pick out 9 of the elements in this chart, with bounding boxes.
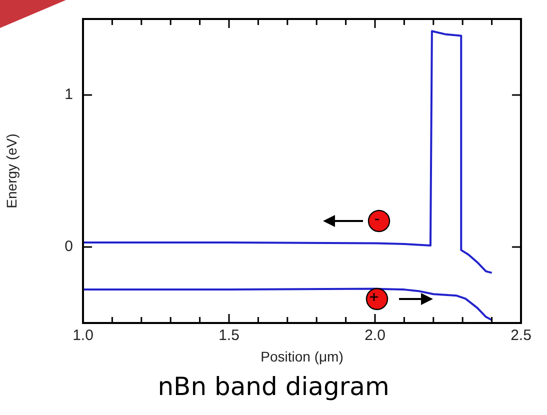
x-tick-label: 2.5 [510, 327, 532, 344]
y-axis-title: Energy (eV) [3, 134, 20, 208]
x-tick-label: 1.0 [72, 327, 94, 344]
text: nBn band diagram [156, 372, 390, 401]
x-tick-label: 1.5 [218, 327, 240, 344]
y-tick-label: 0 [64, 238, 73, 256]
x-tick-label: 2.0 [364, 327, 386, 344]
y-tick-label: 1 [64, 86, 73, 104]
x-axis-title: Position (μm) [260, 348, 344, 364]
